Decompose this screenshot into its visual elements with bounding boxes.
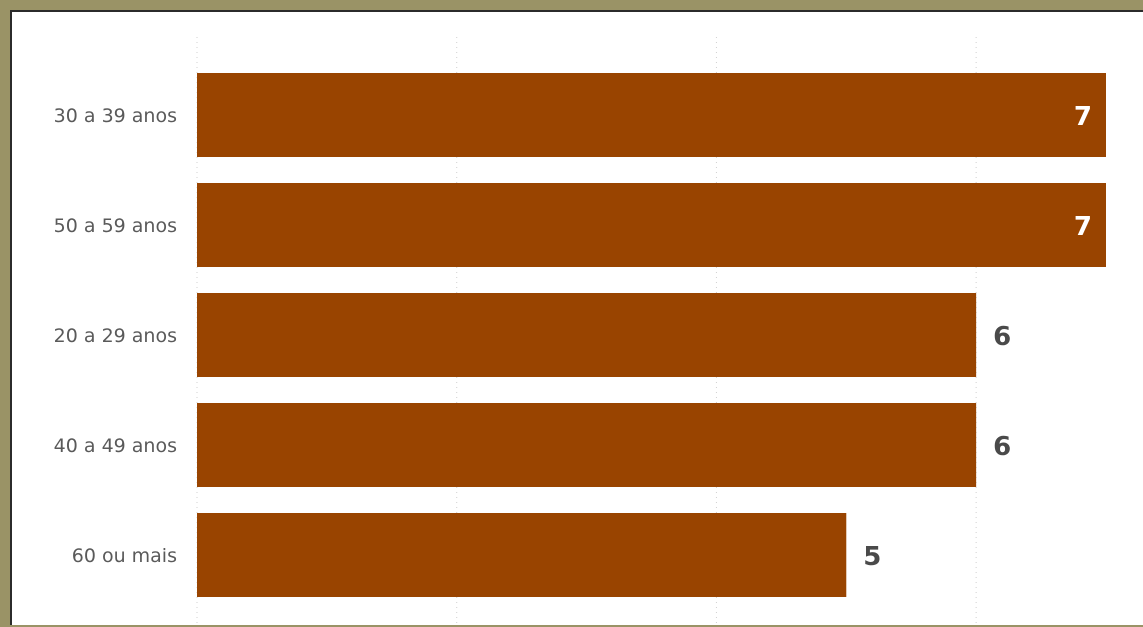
bars — [197, 73, 1106, 597]
value-labels: 7 7 6 6 5 — [863, 102, 1092, 572]
category-label: 20 a 29 anos — [54, 325, 177, 347]
bar-chart: 30 a 39 anos 50 a 59 anos 20 a 29 anos 40 a… — [54, 37, 1106, 627]
category-label: 40 a 49 anos — [54, 435, 177, 457]
bar — [197, 403, 977, 487]
bar — [197, 513, 847, 597]
value-label: 5 — [863, 542, 881, 572]
category-labels: 30 a 39 anos 50 a 59 anos 20 a 29 anos 40 a… — [54, 105, 177, 567]
bar — [197, 73, 1106, 157]
category-label: 30 a 39 anos — [54, 105, 177, 127]
value-label: 6 — [993, 432, 1011, 462]
bar — [197, 293, 977, 377]
chart-panel: 30 a 39 anos 50 a 59 anos 20 a 29 anos 40 a… — [10, 10, 1143, 627]
value-label: 7 — [1074, 102, 1092, 132]
category-label: 60 ou mais — [72, 545, 177, 567]
bar — [197, 183, 1106, 267]
value-label: 7 — [1074, 212, 1092, 242]
category-label: 50 a 59 anos — [54, 215, 177, 237]
value-label: 6 — [993, 322, 1011, 352]
